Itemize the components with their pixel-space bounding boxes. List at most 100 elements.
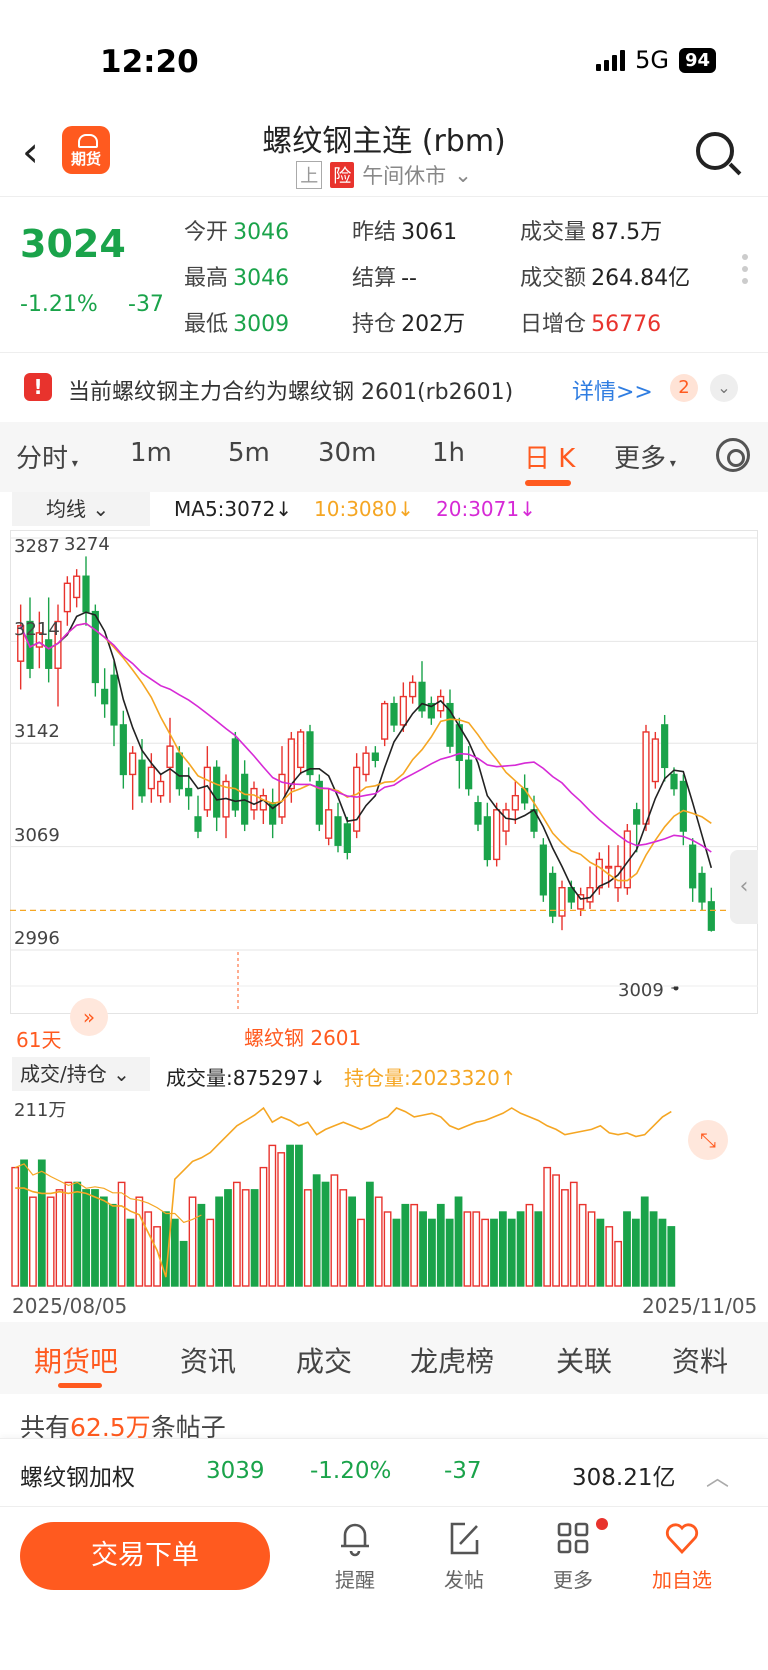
volume-bar — [552, 1174, 560, 1287]
volume-ma-line — [14, 1163, 202, 1224]
candle — [73, 575, 81, 599]
volume-bar — [215, 1196, 224, 1287]
notice-count-badge: 2 — [670, 374, 698, 402]
expand-icon[interactable]: ⤡ — [688, 1120, 728, 1160]
volume-bar — [596, 1218, 605, 1287]
volume-bar — [241, 1189, 250, 1287]
volume-bar — [126, 1218, 135, 1287]
candle — [558, 887, 566, 917]
candle — [231, 738, 239, 811]
candle — [82, 575, 90, 613]
open-interest-line — [15, 1106, 672, 1278]
volume-bar — [498, 1211, 507, 1287]
sub-tab-bar — [0, 1322, 768, 1394]
candle — [595, 858, 603, 889]
market-status-row[interactable]: 上 险 午间休市 ⌄ — [0, 160, 768, 190]
candle — [45, 639, 53, 669]
volume-bar — [20, 1159, 28, 1287]
change-percent: -1.21% — [20, 292, 98, 317]
notification-dot — [596, 1518, 608, 1530]
ma-selector[interactable]: 均线 ⌄ — [12, 492, 150, 526]
nav-more[interactable]: 更多 — [533, 1518, 613, 1593]
ma10-value: 10:3080↓ — [314, 497, 414, 521]
period-tab-bar — [0, 422, 768, 492]
date-start: 2025/08/05 — [12, 1294, 128, 1318]
weighted-index-row[interactable] — [0, 1438, 768, 1506]
volume-bar — [614, 1240, 623, 1287]
candle — [147, 766, 155, 790]
tab-forum[interactable]: 期货吧 — [34, 1345, 119, 1378]
volume-bar — [224, 1189, 232, 1287]
tab-1h[interactable]: 1h — [432, 438, 466, 468]
volume-bar — [561, 1189, 569, 1287]
tab-more[interactable]: 更多 ▾ — [614, 444, 676, 474]
notice-details-link[interactable]: 详情>> — [572, 380, 653, 405]
nav-add-favorite[interactable]: 加自选 — [642, 1518, 722, 1593]
tab-5m[interactable]: 5m — [228, 438, 270, 468]
candle — [633, 809, 641, 825]
back-button[interactable]: ‹ — [22, 127, 39, 176]
tab-related[interactable]: 关联 — [556, 1345, 613, 1378]
quote-field-settle: 结算 -- — [352, 266, 417, 291]
nav-reminder[interactable]: 提醒 — [315, 1518, 395, 1593]
volume-chart[interactable] — [10, 1094, 758, 1288]
tab-trades[interactable]: 成交 — [296, 1345, 353, 1378]
ma10-line — [19, 622, 712, 882]
tab-intraday[interactable]: 分时 ▾ — [16, 444, 78, 474]
candle — [567, 887, 575, 903]
chevron-up-icon[interactable]: ︿ — [706, 1465, 729, 1491]
fast-forward-icon[interactable]: » — [70, 998, 108, 1036]
signal-icon — [596, 49, 626, 71]
side-panel-handle[interactable]: ‹ — [730, 850, 758, 924]
active-tab-indicator — [58, 1383, 102, 1388]
candle — [521, 787, 529, 804]
tab-30m[interactable]: 30m — [318, 438, 377, 468]
y-tick-label: 3069 — [14, 824, 60, 846]
chevron-down-icon[interactable]: ⌄ — [710, 374, 738, 402]
active-tab-indicator — [525, 480, 571, 486]
candle — [63, 582, 71, 613]
candle — [334, 816, 342, 846]
candle — [511, 794, 519, 811]
volume-bar — [445, 1218, 454, 1287]
alert-icon: ! — [24, 373, 52, 401]
candle — [371, 752, 379, 761]
volume-bar — [250, 1189, 259, 1287]
tab-news[interactable]: 资讯 — [180, 1345, 237, 1378]
weighted-amount: 308.21亿 — [572, 1465, 676, 1491]
candle — [35, 632, 43, 648]
candle — [17, 625, 25, 662]
page-title: 螺纹钢主连 (rbm) — [262, 124, 506, 159]
more-dots-icon[interactable] — [742, 254, 748, 290]
tab-daily-k[interactable]: 日 K — [524, 444, 576, 474]
volume-bar — [29, 1196, 37, 1287]
kline-chart[interactable] — [10, 530, 758, 1014]
low-pointer-dot — [673, 985, 679, 991]
candle — [502, 809, 510, 832]
nav-post[interactable]: 发帖 — [424, 1518, 504, 1593]
ma20-value: 20:3071↓ — [436, 497, 536, 521]
gear-icon[interactable] — [716, 438, 750, 472]
chevron-down-icon: ⌄ — [454, 163, 472, 187]
volume-bar — [330, 1174, 339, 1287]
edit-icon — [450, 1522, 479, 1555]
volume-bar — [99, 1196, 108, 1287]
volume-max-label: 211万 — [14, 1100, 67, 1121]
candle — [549, 872, 557, 917]
tab-1m[interactable]: 1m — [130, 438, 172, 468]
tab-dragon-tiger[interactable]: 龙虎榜 — [410, 1345, 495, 1378]
volume-bar — [419, 1211, 427, 1287]
divider — [0, 352, 768, 353]
quote-field-volume: 成交量 87.5万 — [520, 220, 663, 245]
volume-bar — [481, 1218, 490, 1287]
trade-order-button[interactable]: 交易下单 — [20, 1522, 270, 1590]
date-end: 2025/11/05 — [642, 1294, 758, 1318]
volume-bar — [667, 1226, 676, 1287]
volume-bar — [82, 1189, 91, 1287]
status-time: 12:20 — [100, 44, 199, 80]
search-icon[interactable] — [696, 132, 734, 170]
change-amount: -37 — [128, 292, 164, 317]
tab-profile[interactable]: 资料 — [672, 1345, 729, 1378]
candle — [353, 766, 361, 832]
volume-selector[interactable]: 成交/持仓 ⌄ — [12, 1057, 150, 1091]
